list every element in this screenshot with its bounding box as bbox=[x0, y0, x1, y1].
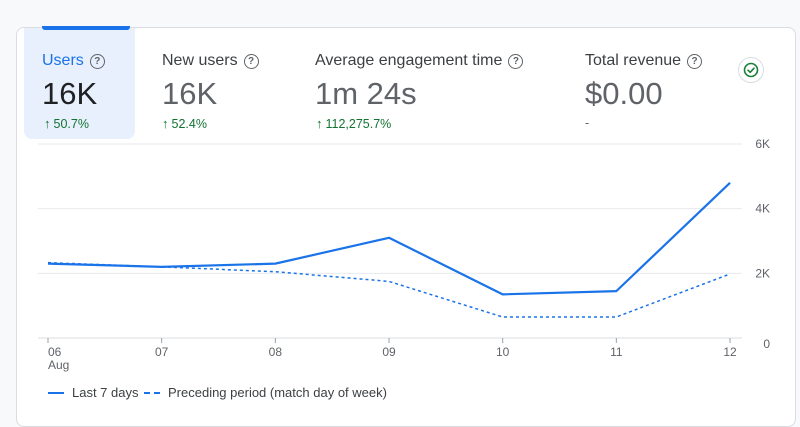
x-tick-label: 09 bbox=[382, 345, 396, 359]
y-tick-label: 0 bbox=[763, 337, 770, 351]
legend-swatch-solid bbox=[48, 392, 64, 394]
y-tick-label: 2K bbox=[755, 266, 770, 280]
series-line-last-7-days bbox=[48, 183, 730, 295]
x-tick-label: 11 bbox=[610, 345, 623, 359]
x-tick-label: 12 bbox=[723, 345, 737, 359]
legend-item-preceding-period[interactable]: Preceding period (match day of week) bbox=[144, 385, 387, 400]
legend-swatch-dashed bbox=[144, 392, 160, 394]
x-tick-label: 10 bbox=[496, 345, 510, 359]
series-line-preceding-period bbox=[48, 263, 730, 317]
x-tick-label: 06 bbox=[48, 345, 62, 359]
y-tick-label: 6K bbox=[755, 137, 770, 151]
y-tick-label: 4K bbox=[755, 202, 770, 216]
legend-label: Last 7 days bbox=[72, 385, 139, 400]
legend-label: Preceding period (match day of week) bbox=[168, 385, 387, 400]
x-tick-label: 07 bbox=[155, 345, 169, 359]
legend-item-last-7-days[interactable]: Last 7 days bbox=[48, 385, 139, 400]
x-tick-sublabel: Aug bbox=[48, 358, 69, 372]
line-chart: 0 2K 4K 6K 06 07 08 09 10 11 12 Aug bbox=[0, 0, 800, 417]
x-tick-label: 08 bbox=[269, 345, 283, 359]
